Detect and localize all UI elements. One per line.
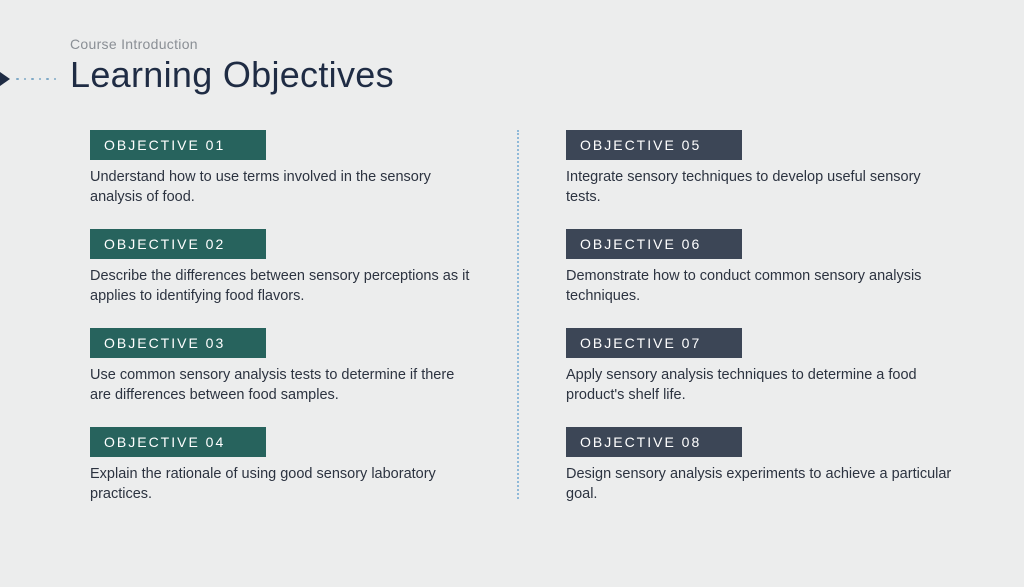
objective-text: Use common sensory analysis tests to det… [90,366,478,405]
dot-icon [39,78,42,81]
objective-item: OBJECTIVE 04 Explain the rationale of us… [90,427,478,504]
objective-text: Explain the rationale of using good sens… [90,465,478,504]
page-title: Learning Objectives [70,54,964,96]
page-subtitle: Course Introduction [70,36,964,52]
arrow-head-icon [0,72,10,86]
objective-item: OBJECTIVE 08 Design sensory analysis exp… [566,427,954,504]
objective-badge: OBJECTIVE 07 [566,328,742,358]
dot-icon [46,78,49,81]
objective-item: OBJECTIVE 01 Understand how to use terms… [90,130,478,207]
arrow-dots [16,78,56,81]
objective-badge: OBJECTIVE 08 [566,427,742,457]
objectives-columns: OBJECTIVE 01 Understand how to use terms… [70,130,964,505]
objective-badge: OBJECTIVE 01 [90,130,266,160]
objective-item: OBJECTIVE 07 Apply sensory analysis tech… [566,328,954,405]
objective-text: Demonstrate how to conduct common sensor… [566,267,954,306]
dot-icon [31,78,34,81]
objective-text: Describe the differences between sensory… [90,267,478,306]
objective-badge: OBJECTIVE 05 [566,130,742,160]
slide: Course Introduction Learning Objectives … [0,0,1024,587]
arrow-decoration [0,72,56,86]
objective-text: Understand how to use terms involved in … [90,168,478,207]
dot-icon [24,78,27,81]
objective-badge: OBJECTIVE 06 [566,229,742,259]
objective-text: Design sensory analysis experiments to a… [566,465,954,504]
objective-text: Integrate sensory techniques to develop … [566,168,954,207]
objective-item: OBJECTIVE 02 Describe the differences be… [90,229,478,306]
objective-badge: OBJECTIVE 04 [90,427,266,457]
objective-item: OBJECTIVE 05 Integrate sensory technique… [566,130,954,207]
objective-badge: OBJECTIVE 02 [90,229,266,259]
objectives-column-right: OBJECTIVE 05 Integrate sensory technique… [514,130,964,505]
dot-icon [16,78,19,81]
objective-item: OBJECTIVE 06 Demonstrate how to conduct … [566,229,954,306]
objective-item: OBJECTIVE 03 Use common sensory analysis… [90,328,478,405]
dot-icon [54,78,57,81]
objective-badge: OBJECTIVE 03 [90,328,266,358]
objective-text: Apply sensory analysis techniques to det… [566,366,954,405]
column-divider [517,130,519,499]
objectives-column-left: OBJECTIVE 01 Understand how to use terms… [90,130,514,505]
